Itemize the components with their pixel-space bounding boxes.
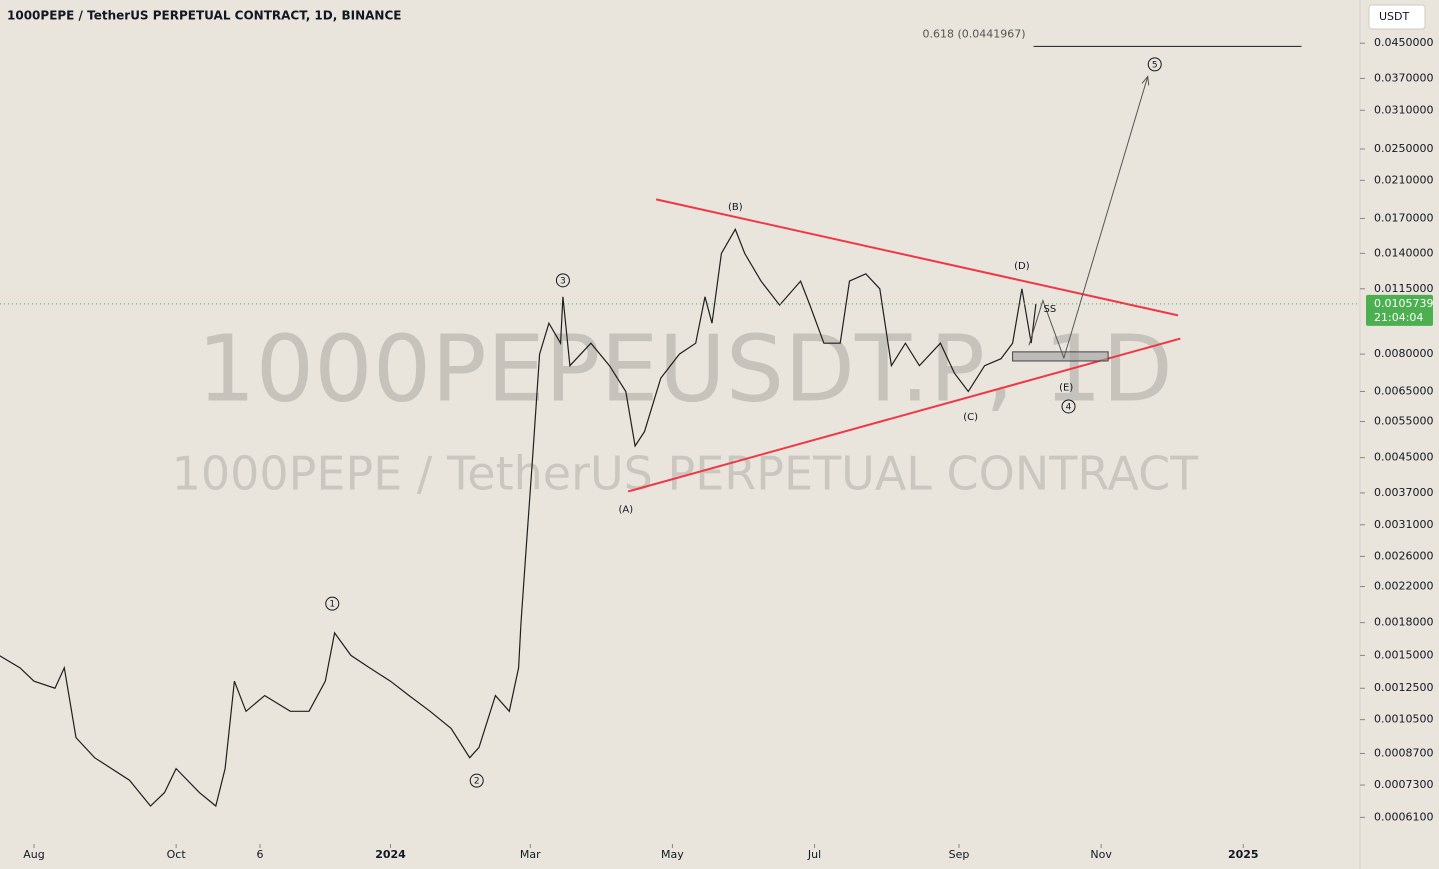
fib-label: 0.618 (0.0441967) [923,27,1026,40]
wave-number: 3 [560,276,566,286]
wave-number: 2 [474,777,480,787]
y-tick-label: 0.0022000 [1374,579,1434,592]
currency-button[interactable] [1368,4,1426,30]
y-tick-label: 0.0012500 [1374,681,1434,694]
y-tick-label: 0.0006100 [1374,810,1434,823]
x-tick-label: Aug [23,848,44,861]
wave-number: 1 [329,600,335,610]
wave-number: 5 [1152,60,1158,70]
wave-number: 4 [1066,402,1072,412]
projection-arrowhead [1141,75,1150,86]
y-tick-label: 0.0045000 [1374,451,1434,464]
price-line [0,227,1037,808]
support-zone [1012,351,1109,362]
y-tick-label: 0.0010500 [1374,713,1434,726]
wave-label: (D) [1014,261,1030,272]
y-tick-label: 0.0170000 [1374,211,1434,224]
y-tick-label: 0.0115000 [1374,282,1434,295]
y-tick-label: 0.0310000 [1374,103,1434,116]
y-tick-label: 0.0008700 [1374,746,1434,759]
countdown-label: 21:04:04 [1374,311,1423,324]
x-tick-label: Jul [807,848,821,861]
y-tick-label: 0.0450000 [1374,36,1434,49]
y-tick-label: 0.0250000 [1374,142,1434,155]
wave-label: (B) [728,202,743,213]
x-tick-label: Oct [167,848,187,861]
wave-circle [469,773,484,788]
y-tick-label: 0.0031000 [1374,518,1434,531]
projection-path [1028,76,1149,360]
wave-circle [1147,57,1162,72]
y-tick-label: 0.0015000 [1374,648,1434,661]
y-tick-label: 0.0018000 [1374,616,1434,629]
wave-label: SS [1044,304,1057,315]
y-tick-label: 0.0140000 [1374,246,1434,259]
watermark-symbol: 1000PEPEUSDT.P, 1D [197,315,1173,422]
watermark-description: 1000PEPE / TetherUS PERPETUAL CONTRACT [172,447,1200,501]
wave-circle [1061,399,1076,414]
x-tick-label: Nov [1090,848,1112,861]
x-tick-label: May [661,848,684,861]
wave-label: (C) [963,412,978,423]
last-price-label: 0.0105739 [1374,297,1434,310]
x-tick-label: Mar [520,848,541,861]
wave-label: (E) [1059,383,1073,394]
y-tick-label: 0.0037000 [1374,486,1434,499]
x-tick-label: 2024 [375,848,406,861]
last-price-box [1366,294,1433,326]
currency-label[interactable]: USDT [1379,10,1410,23]
watermark: 1000PEPEUSDT.P, 1D 1000PEPE / TetherUS P… [172,315,1200,500]
y-tick-label: 0.0065000 [1374,384,1434,397]
wave-label: (A) [619,505,634,516]
x-tick-label: 6 [257,848,264,861]
trendline [655,198,1179,317]
x-tick-label: 2025 [1228,848,1259,861]
x-tick-label: Sep [949,848,970,861]
wave-circle [325,596,340,611]
y-tick-label: 0.0026000 [1374,549,1434,562]
y-tick-label: 0.0370000 [1374,71,1434,84]
chart-title: 1000PEPE / TetherUS PERPETUAL CONTRACT, … [7,9,401,23]
y-tick-label: 0.0055000 [1374,415,1434,428]
y-tick-label: 0.0080000 [1374,347,1434,360]
y-tick-label: 0.0210000 [1374,173,1434,186]
trendline [627,337,1181,493]
wave-circle [555,273,570,288]
y-tick-label: 0.0007300 [1374,778,1434,791]
